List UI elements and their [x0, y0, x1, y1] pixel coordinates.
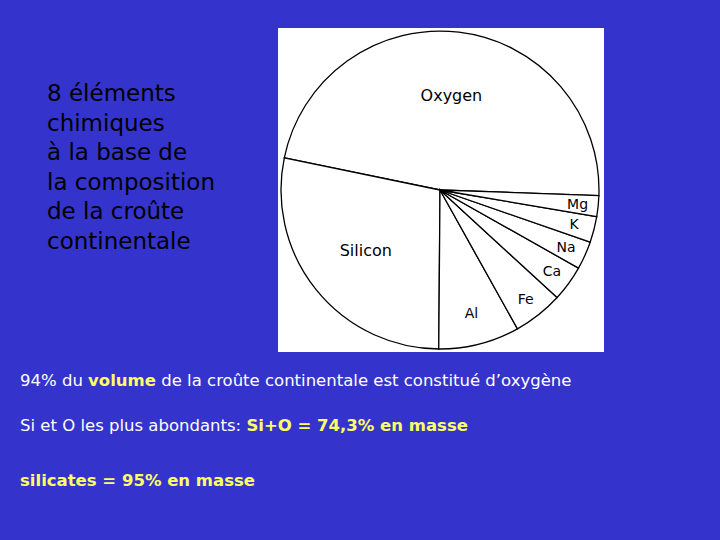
title-line: de la croûte — [47, 198, 184, 224]
title-line: 8 éléments — [47, 80, 176, 106]
slice-label: Silicon — [340, 241, 392, 260]
annotation-part: volume — [88, 371, 156, 390]
pie-slice — [281, 158, 440, 349]
slice-label: Oxygen — [421, 86, 483, 105]
pie-slice — [440, 190, 599, 217]
slice-label: Na — [557, 239, 576, 255]
annotation-part: Si+O = 74,3% en masse — [246, 416, 468, 435]
annotation: silicates = 95% en masse — [20, 471, 255, 490]
slice-label: Fe — [518, 291, 534, 307]
annotation: 94% du volume de la croûte continentale … — [20, 371, 571, 390]
title-line: à la base de — [47, 139, 187, 165]
annotation: Si et O les plus abondants: Si+O = 74,3%… — [20, 416, 468, 435]
chart-panel — [278, 28, 604, 352]
slice-label: Mg — [567, 196, 588, 212]
title-line: la composition — [47, 169, 215, 195]
title-line: chimiques — [47, 110, 165, 136]
pie — [281, 31, 599, 349]
annotation-part: silicates = 95% en masse — [20, 471, 255, 490]
annotation-part: 94% du — [20, 371, 88, 390]
title-line: continentale — [47, 228, 191, 254]
slice-label: Ca — [543, 263, 561, 279]
slice-label: Al — [465, 305, 478, 321]
slide: 8 éléments chimiques à la base de la compos… — [0, 0, 720, 540]
slice-label: K — [569, 216, 579, 232]
annotation-part: Si et O les plus abondants: — [20, 416, 246, 435]
annotation-part: de la croûte continentale est constitué … — [156, 371, 571, 390]
